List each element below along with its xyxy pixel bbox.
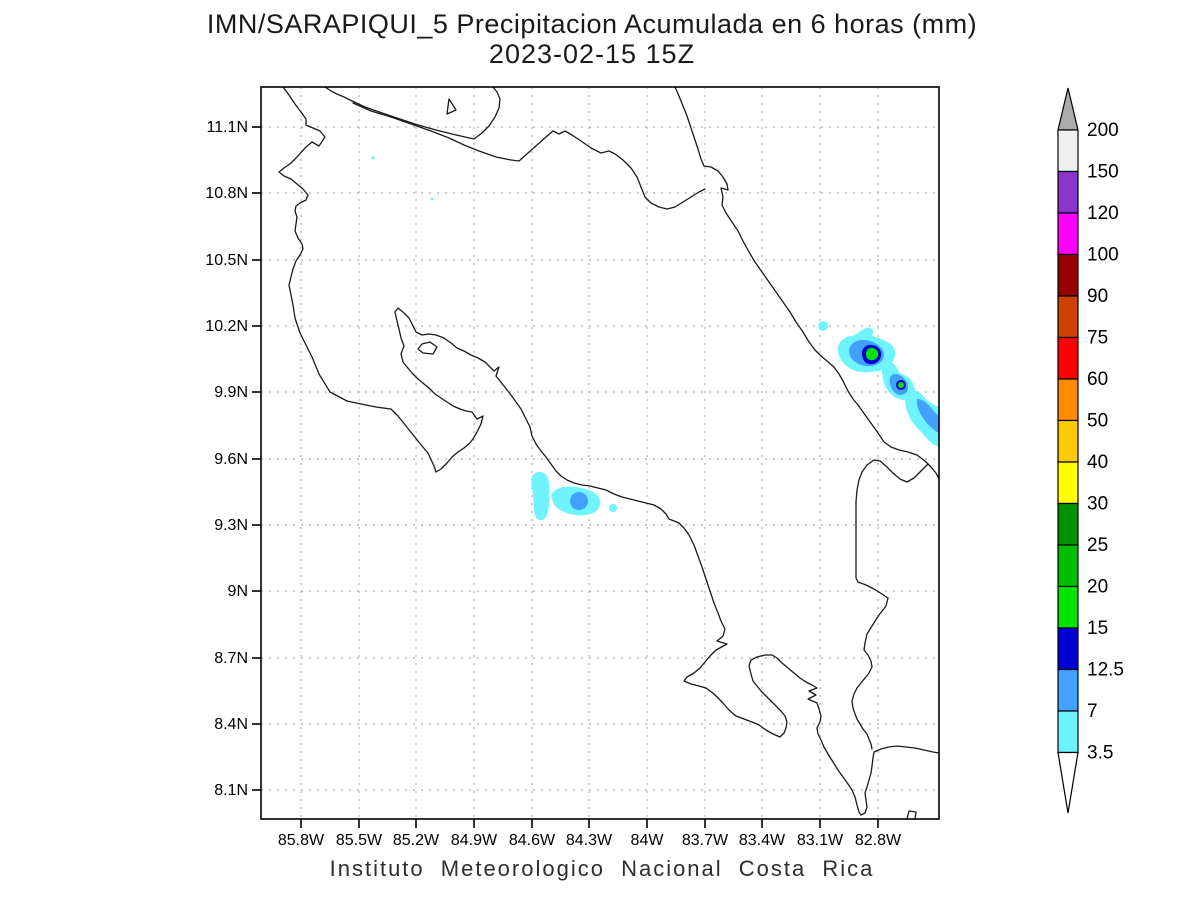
- rain-cell-3.5-7: [531, 471, 550, 521]
- axis-ticks: [252, 126, 879, 828]
- colorbar-label: 30: [1087, 494, 1108, 515]
- map-frame: [260, 86, 940, 820]
- colorbar: 200 150 120 100 90 75 60 50 40 30 25 20 15 12.5 7 3.5: [1057, 87, 1124, 814]
- colorbar-label: 3.5: [1087, 743, 1113, 764]
- x-tick-label: 84.9W: [451, 832, 498, 849]
- colorbar-label: 12.5: [1087, 660, 1124, 681]
- colorbar-label: 150: [1087, 162, 1119, 183]
- nicaragua-border-san-juan-river: [352, 102, 706, 210]
- colorbar-label: 15: [1087, 618, 1108, 639]
- colorbar-box: [1057, 544, 1079, 588]
- colorbar-box: [1057, 710, 1079, 754]
- y-tick-label: 11.1N: [206, 119, 248, 136]
- lake-nicaragua-shore: [324, 86, 501, 140]
- colorbar-box: [1057, 502, 1079, 546]
- x-tick-label: 84W: [631, 832, 665, 849]
- colorbar-box: [1057, 668, 1079, 712]
- colorbar-box: [1057, 461, 1079, 505]
- chart-title: IMN/SARAPIQUI_5 Precipitacion Acumulada …: [206, 9, 978, 39]
- colorbar-box: [1057, 419, 1079, 463]
- chart-subtitle-date: 2023-02-15 15Z: [488, 39, 696, 69]
- colorbar-box: [1057, 295, 1079, 339]
- caribbean-coast: [674, 86, 940, 480]
- colorbar-box: [1057, 585, 1079, 629]
- colorbar-label: 40: [1087, 452, 1108, 473]
- coastlines: [278, 86, 940, 820]
- panama-border: [851, 459, 929, 750]
- gridlines: [261, 87, 939, 819]
- y-tick-label: 8.1N: [214, 782, 248, 799]
- x-tick-label: 85.2W: [393, 832, 440, 849]
- rain-cell-3.5-7: [609, 504, 617, 512]
- x-tick-label: 84.6W: [509, 832, 556, 849]
- colorbar-box: [1057, 336, 1079, 380]
- rain-cell-7-12.5: [916, 399, 939, 433]
- y-tick-label: 8.7N: [214, 650, 248, 667]
- colorbar-label: 20: [1087, 577, 1108, 598]
- colorbar-label: 25: [1087, 535, 1108, 556]
- colorbar-box: [1057, 627, 1079, 671]
- colorbar-label: 7: [1087, 701, 1098, 722]
- y-tick-label: 10.2N: [205, 318, 248, 335]
- tempisque-lagoon-contour: [417, 341, 438, 355]
- y-tick-label: 9N: [228, 583, 248, 600]
- rain-cell-3.5-7: [904, 389, 939, 447]
- x-tick-label: 83.4W: [739, 832, 786, 849]
- colorbar-over-arrow: [1057, 87, 1079, 131]
- x-tick-label: 82.8W: [855, 832, 902, 849]
- x-tick-label: 83.7W: [682, 832, 729, 849]
- rain-cell-7-12.5: [570, 492, 588, 510]
- y-tick-label: 10.8N: [205, 185, 248, 202]
- x-tick-label: 83.1W: [797, 832, 844, 849]
- colorbar-box: [1057, 378, 1079, 422]
- colorbar-label: 100: [1087, 245, 1119, 266]
- colorbar-label: 90: [1087, 286, 1108, 307]
- y-tick-label: 9.3N: [214, 517, 248, 534]
- colorbar-box: [1057, 129, 1079, 173]
- axis-labels: 85.8W 85.5W 85.2W 84.9W 84.6W 84.3W 84W 83.7W 83…: [205, 119, 902, 849]
- y-tick-label: 10.5N: [205, 252, 248, 269]
- pacific-coast-and-south: [278, 86, 940, 816]
- colorbar-under-arrow: [1057, 751, 1079, 814]
- colorbar-label: 60: [1087, 369, 1108, 390]
- rain-cell-3.5-7: [371, 156, 375, 160]
- x-tick-label: 84.3W: [566, 832, 613, 849]
- rain-cell-3.5-7: [430, 197, 434, 201]
- footer-attribution: Instituto Meteorologico Nacional Costa R…: [329, 856, 875, 881]
- colorbar-label: 50: [1087, 411, 1108, 432]
- colorbar-label: 200: [1087, 120, 1119, 141]
- small-island-south: [906, 810, 917, 820]
- lake-island: [446, 98, 457, 115]
- colorbar-label: 120: [1087, 203, 1119, 224]
- x-tick-label: 85.8W: [278, 832, 325, 849]
- colorbar-box: [1057, 212, 1079, 256]
- y-tick-label: 9.6N: [214, 451, 248, 468]
- colorbar-box: [1057, 253, 1079, 297]
- x-tick-label: 85.5W: [336, 832, 383, 849]
- rain-shaded-cells: [371, 156, 939, 521]
- rain-cell-15-20: [898, 382, 904, 388]
- y-tick-label: 9.9N: [214, 384, 248, 401]
- rain-cell-3.5-7: [818, 321, 828, 331]
- rain-cell-15-20: [866, 347, 879, 361]
- colorbar-box: [1057, 170, 1079, 214]
- colorbar-label: 75: [1087, 328, 1108, 349]
- y-tick-label: 8.4N: [214, 716, 248, 733]
